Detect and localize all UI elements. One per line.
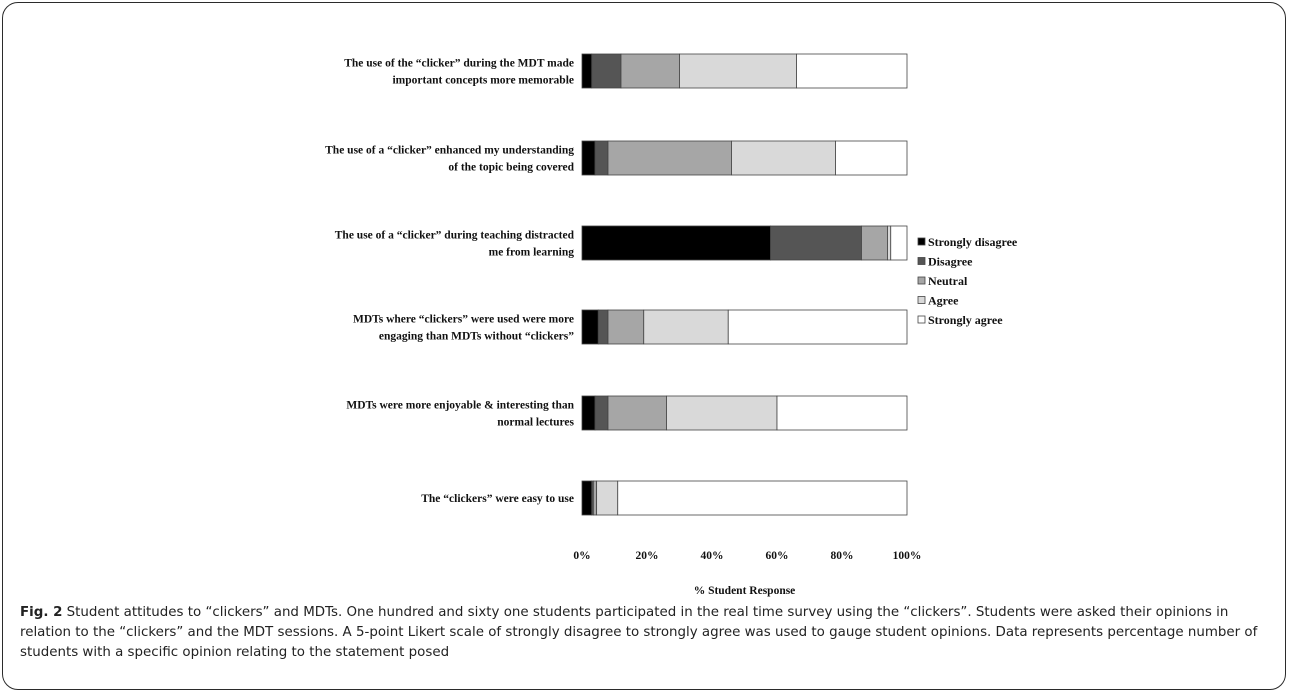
category-label: MDTs were more enjoyable & interesting t… xyxy=(346,400,574,412)
bar-segment xyxy=(776,395,908,431)
legend-label: Agree xyxy=(928,294,959,308)
category-label: engaging than MDTs without “clickers” xyxy=(379,331,574,343)
x-tick-label: 80% xyxy=(831,550,854,562)
category-label: me from learning xyxy=(489,247,575,259)
bar-segment xyxy=(861,225,888,261)
x-tick-label: 60% xyxy=(766,550,789,562)
legend-swatch xyxy=(917,296,926,304)
bar-segment xyxy=(731,140,836,176)
legend-swatch xyxy=(917,237,926,246)
caption-label: Fig. 2 xyxy=(20,605,63,620)
bar-segment xyxy=(643,309,729,345)
category-label: of the topic being covered xyxy=(448,162,574,174)
bar-segment xyxy=(727,309,908,345)
bar-segment xyxy=(617,480,908,516)
x-axis-label: % Student Response xyxy=(694,585,796,597)
legend-swatch xyxy=(917,315,926,324)
bar-segment xyxy=(607,395,667,431)
legend-swatch xyxy=(917,257,926,265)
bar-segment xyxy=(679,53,797,89)
x-tick-label: 40% xyxy=(701,550,724,562)
category-label: MDTs where “clickers” were used were mor… xyxy=(353,314,574,326)
bar-segment xyxy=(581,140,596,176)
bar-segment xyxy=(596,480,619,516)
bar-segment xyxy=(581,309,599,345)
bar-segment xyxy=(890,225,908,261)
category-label: The use of a “clicker” enhanced my under… xyxy=(325,145,574,157)
bar-segment xyxy=(597,309,609,345)
category-label: The use of the “clicker” during the MDT … xyxy=(344,58,574,70)
bar-segment xyxy=(594,140,609,176)
legend-label: Strongly disagree xyxy=(928,235,1018,249)
bar-segment xyxy=(796,53,908,89)
x-tick-label: 0% xyxy=(573,550,590,562)
bar-segment xyxy=(620,53,680,89)
stacked-bar-chart: The use of the “clicker” during the MDT … xyxy=(325,53,1018,597)
bar-segment xyxy=(581,480,593,516)
legend-swatch xyxy=(917,276,926,285)
bar-segment xyxy=(770,225,862,261)
bar-segment xyxy=(581,225,771,261)
bar-segment xyxy=(607,309,645,345)
category-label: The use of a “clicker” during teaching d… xyxy=(335,230,575,242)
category-label: normal lectures xyxy=(497,417,574,429)
bar-segment xyxy=(607,140,732,176)
bar-segment xyxy=(666,395,778,431)
legend: Strongly disagree Disagree Neutral Agree Str… xyxy=(917,235,1018,327)
bar-segment xyxy=(581,53,593,89)
x-tick-label: 20% xyxy=(636,550,659,562)
bar-segment xyxy=(594,395,609,431)
legend-label: Neutral xyxy=(928,274,968,288)
legend-label: Strongly agree xyxy=(928,313,1003,327)
caption-text: Student attitudes to “clickers” and MDTs… xyxy=(20,605,1258,660)
legend-label: Disagree xyxy=(928,255,973,269)
bar-segment xyxy=(581,395,596,431)
bar-segment xyxy=(592,480,598,516)
x-tick-label: 100% xyxy=(893,550,922,562)
bar-segment xyxy=(591,53,622,89)
figure-caption: Fig. 2 Student attitudes to “clickers” a… xyxy=(20,603,1270,663)
bar-segment xyxy=(835,140,908,176)
category-label: important concepts more memorable xyxy=(392,75,574,87)
category-label: The “clickers” were easy to use xyxy=(421,493,574,505)
bar-segment xyxy=(887,225,892,261)
